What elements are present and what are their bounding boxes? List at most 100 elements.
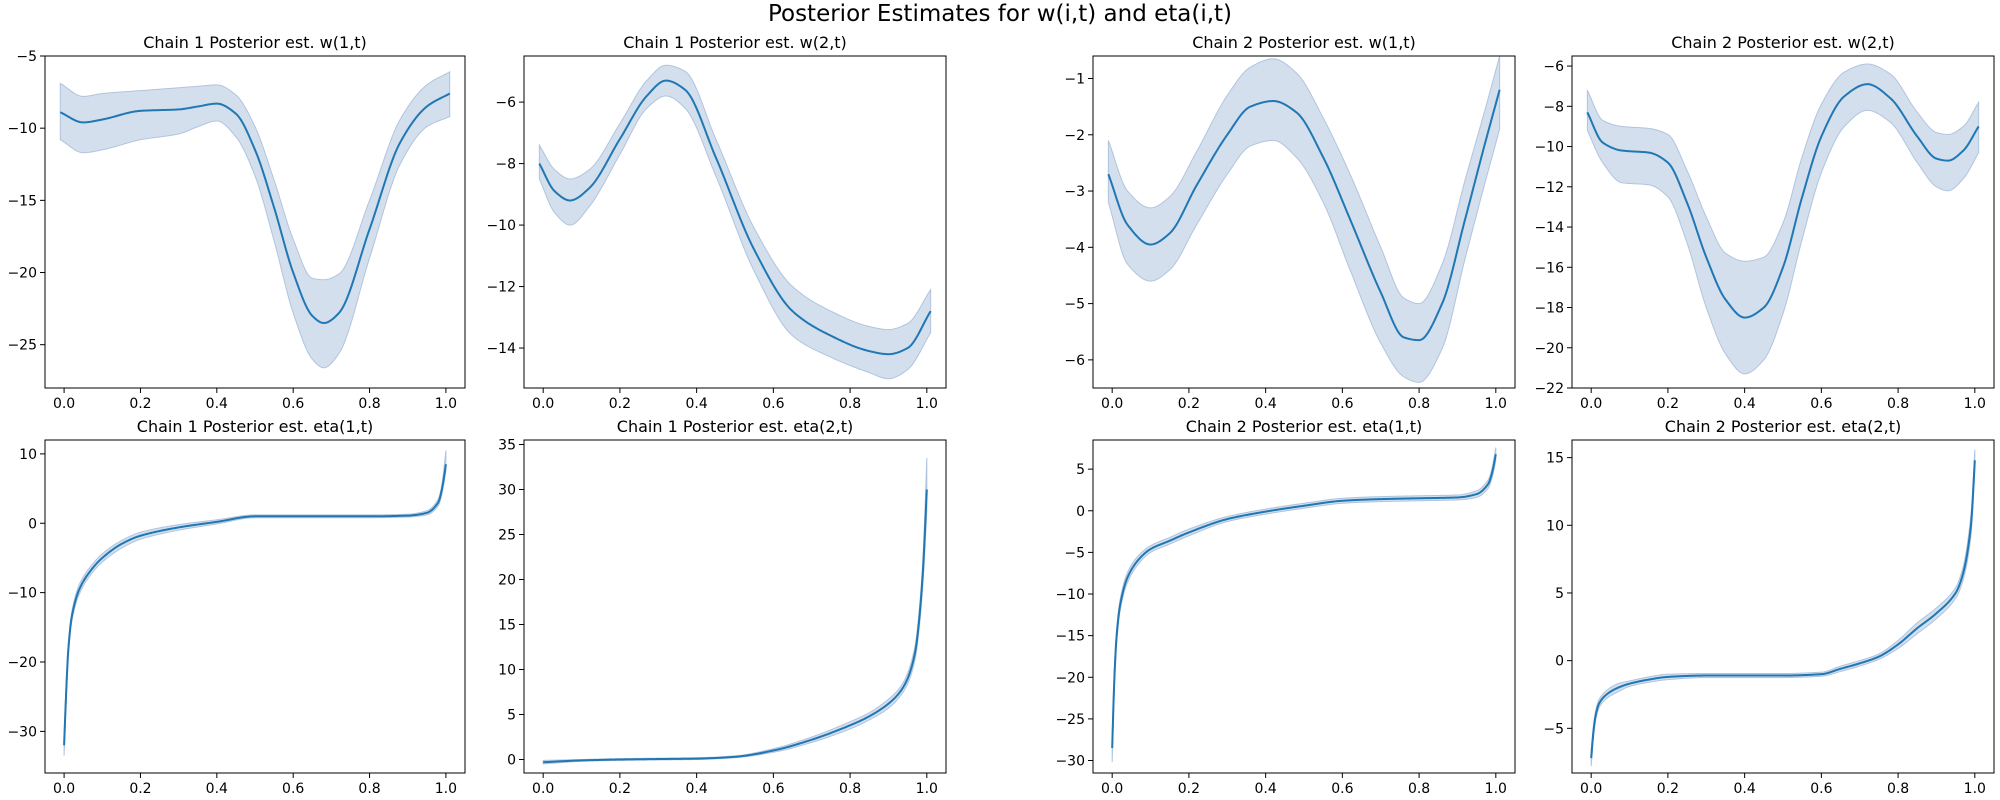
x-tick-label: 0.4 <box>1255 396 1277 412</box>
x-tick-label: 0.8 <box>839 781 861 797</box>
credible-band <box>1586 63 1980 375</box>
x-tick-label: 1.0 <box>435 781 457 797</box>
credible-band <box>59 71 451 369</box>
y-tick-label: −6 <box>495 95 516 111</box>
y-tick-label: −5 <box>1064 545 1085 561</box>
credible-band <box>542 457 928 765</box>
y-tick-label: 15 <box>498 618 516 634</box>
y-tick-label: 0 <box>1076 504 1085 520</box>
chart-title: Chain 2 Posterior est. eta(2,t) <box>1665 417 1901 436</box>
y-tick-label: −20 <box>1534 341 1564 357</box>
y-tick-label: 10 <box>498 663 516 679</box>
y-tick-label: −10 <box>7 121 37 137</box>
x-tick-label: 0.2 <box>129 396 151 412</box>
posterior-mean-line <box>1111 453 1497 749</box>
y-tick-label: −6 <box>1543 59 1564 75</box>
x-tick-label: 0.6 <box>1331 396 1353 412</box>
chart-panel-4: 0.0 0.2 0.4 0.6 0.8 1.0 −22 −20 −18 −16 −14 −12 −10 −… <box>1534 33 1995 412</box>
y-tick-label: 10 <box>19 447 37 463</box>
credible-band <box>1111 447 1497 763</box>
y-tick-label: −25 <box>1055 712 1085 728</box>
x-tick-label: 0.6 <box>282 781 304 797</box>
y-tick-label: −5 <box>1543 721 1564 737</box>
credible-band <box>1590 449 1976 767</box>
y-tick-label: −20 <box>7 266 37 282</box>
chart-title: Chain 1 Posterior est. eta(1,t) <box>137 417 373 436</box>
y-tick-label: −18 <box>1534 301 1564 317</box>
y-tick-label: −5 <box>16 49 37 65</box>
y-tick-label: −6 <box>1064 353 1085 369</box>
credible-band <box>63 450 447 756</box>
x-tick-label: 0.6 <box>1810 781 1832 797</box>
y-tick-label: −3 <box>1064 184 1085 200</box>
posterior-mean-line <box>63 464 447 746</box>
y-tick-label: −22 <box>1534 381 1564 397</box>
y-tick-label: −14 <box>1534 220 1564 236</box>
y-tick-label: 20 <box>498 573 516 589</box>
y-tick-label: −25 <box>7 338 37 354</box>
x-tick-label: 0.0 <box>532 781 554 797</box>
y-tick-label: −4 <box>1064 240 1085 256</box>
posterior-mean-line <box>59 92 451 325</box>
posterior-mean-line <box>1586 83 1980 319</box>
chart-panel-6: 0.0 0.2 0.4 0.6 0.8 1.0 0 5 10 15 20 25 30 35 Chain 1 … <box>498 417 947 797</box>
chart-title: Chain 2 Posterior est. eta(1,t) <box>1186 417 1422 436</box>
chart-panel-7: 0.0 0.2 0.4 0.6 0.8 1.0 −30 −25 −20 −15 −10 −5 0 5 Cha… <box>1055 417 1516 797</box>
chart-panel-2: 0.0 0.2 0.4 0.6 0.8 1.0 −14 −12 −10 −8 −6 Chain 1 P… <box>486 33 947 412</box>
posterior-mean-line <box>543 489 928 764</box>
figure-title: Posterior Estimates for w(i,t) and eta(i… <box>767 1 1233 27</box>
x-tick-label: 0.6 <box>282 396 304 412</box>
x-tick-label: 0.2 <box>1657 781 1679 797</box>
x-tick-label: 1.0 <box>916 396 938 412</box>
y-tick-label: 0 <box>1555 654 1564 670</box>
posterior-mean-line <box>1590 460 1976 759</box>
x-tick-label: 0.2 <box>1178 396 1200 412</box>
y-tick-label: −10 <box>1534 140 1564 156</box>
x-tick-label: 0.4 <box>686 781 708 797</box>
y-tick-label: 35 <box>498 438 516 454</box>
chart-panel-8: 0.0 0.2 0.4 0.6 0.8 1.0 −5 0 5 10 15 Chain 2 Poster… <box>1543 417 1995 797</box>
x-tick-label: 1.0 <box>435 396 457 412</box>
x-tick-label: 0.2 <box>1657 396 1679 412</box>
x-tick-label: 0.8 <box>1408 396 1430 412</box>
y-tick-label: −1 <box>1064 72 1085 88</box>
posterior-mean-line <box>1107 89 1501 342</box>
y-tick-label: −12 <box>1534 180 1564 196</box>
y-tick-label: 15 <box>1546 451 1564 467</box>
x-tick-label: 0.2 <box>609 396 631 412</box>
axes-frame <box>1092 55 1516 389</box>
x-tick-label: 0.4 <box>206 396 228 412</box>
axes-frame <box>1092 439 1516 774</box>
x-tick-label: 0.8 <box>1887 781 1909 797</box>
x-tick-label: 0.2 <box>129 781 151 797</box>
chart-panel-1: 0.0 0.2 0.4 0.6 0.8 1.0 −25 −20 −15 −10 −5 Chain 1 … <box>7 33 466 412</box>
x-tick-label: 1.0 <box>1964 781 1986 797</box>
y-tick-label: −30 <box>7 724 37 740</box>
x-tick-label: 0.8 <box>1887 396 1909 412</box>
x-tick-label: 0.8 <box>839 396 861 412</box>
y-tick-label: −15 <box>1055 629 1085 645</box>
chart-title: Chain 2 Posterior est. w(1,t) <box>1192 33 1416 52</box>
chart-title: Chain 1 Posterior est. w(2,t) <box>623 33 847 52</box>
axes-frame <box>523 439 947 774</box>
x-tick-label: 0.6 <box>762 396 784 412</box>
y-tick-label: −10 <box>7 586 37 602</box>
x-tick-label: 0.6 <box>1331 781 1353 797</box>
axes-frame <box>523 55 947 389</box>
y-tick-label: −30 <box>1055 754 1085 770</box>
axes-frame <box>44 55 466 389</box>
axes-frame <box>1571 439 1995 774</box>
x-tick-label: 0.8 <box>358 396 380 412</box>
x-tick-label: 1.0 <box>1964 396 1986 412</box>
y-tick-label: −12 <box>486 280 516 296</box>
x-tick-label: 0.4 <box>1255 781 1277 797</box>
y-tick-label: 10 <box>1546 518 1564 534</box>
y-tick-label: −16 <box>1534 260 1564 276</box>
y-tick-label: −2 <box>1064 128 1085 144</box>
x-tick-label: 0.0 <box>1580 396 1602 412</box>
y-tick-label: 5 <box>1076 462 1085 478</box>
y-tick-label: −8 <box>1543 99 1564 115</box>
x-tick-label: 1.0 <box>916 781 938 797</box>
x-tick-label: 1.0 <box>1485 781 1507 797</box>
